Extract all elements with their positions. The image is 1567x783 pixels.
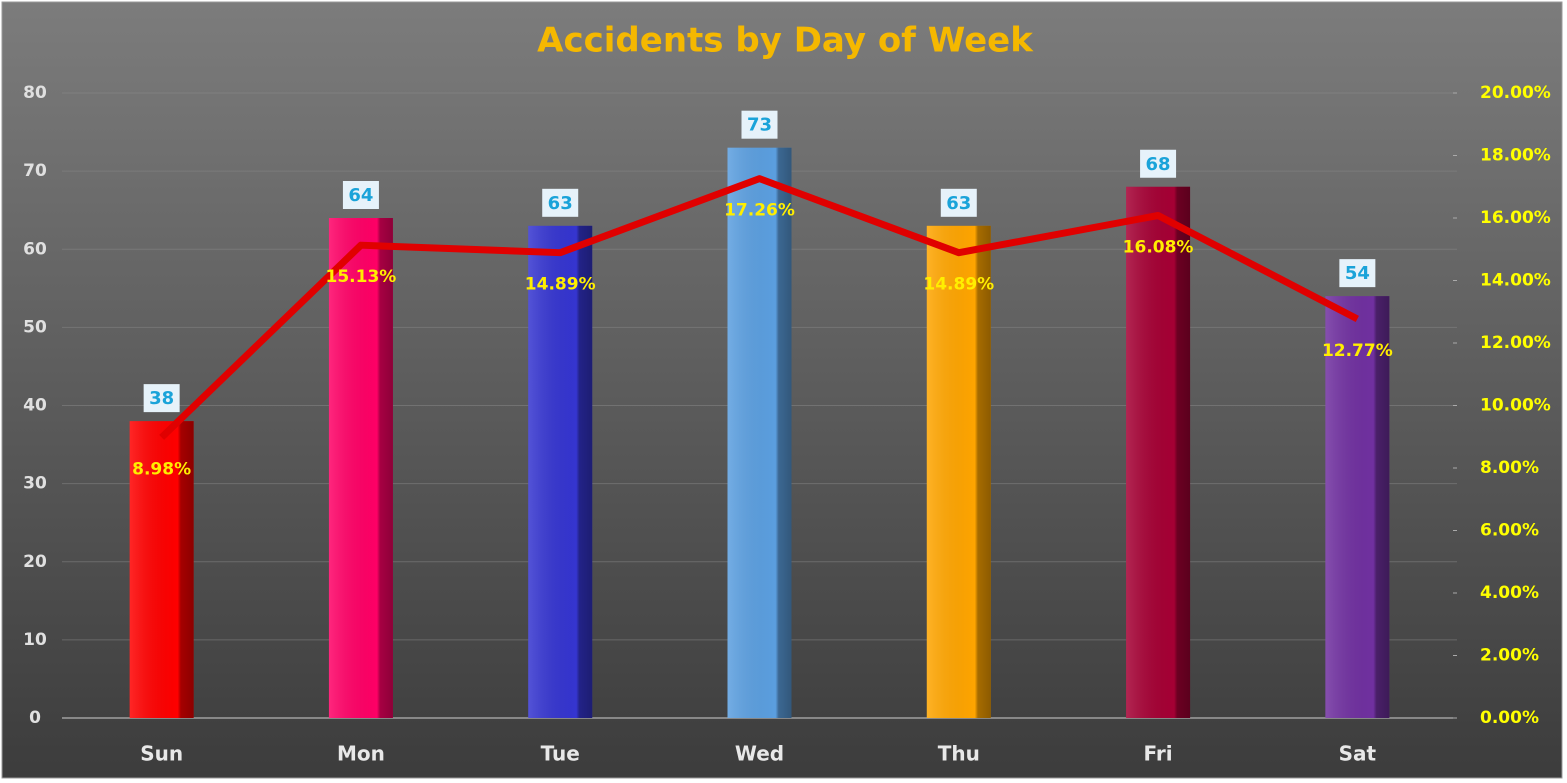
data-label-box <box>1140 149 1177 178</box>
data-label-box <box>542 188 579 217</box>
y2-tick-label: 0.00% <box>1480 708 1539 728</box>
y-tick-label: 10 <box>23 630 47 650</box>
y-tick-label: 30 <box>23 474 47 494</box>
x-tick-label: Mon <box>337 742 385 766</box>
bar-shade <box>1126 186 1191 718</box>
line-data-label: 17.26% <box>724 201 795 221</box>
line <box>159 175 1359 440</box>
data-label: 63 <box>946 193 971 214</box>
data-label: 38 <box>149 388 174 409</box>
bar-shade <box>129 421 194 718</box>
bar-shade <box>328 218 393 718</box>
line-data-label: 14.89% <box>525 275 596 295</box>
data-label: 68 <box>1146 154 1171 175</box>
y2-tick-label: 2.00% <box>1480 646 1539 666</box>
data-label-box <box>143 384 180 413</box>
y2-tick-label: 20.00% <box>1480 83 1551 103</box>
x-tick-label: Wed <box>735 742 784 766</box>
line-data-label: 15.13% <box>326 267 397 287</box>
y-tick-label: 20 <box>23 552 47 572</box>
chart-title: Accidents by Day of Week <box>537 21 1034 61</box>
y2-tick-label: 4.00% <box>1480 583 1539 603</box>
y2-tick-label: 6.00% <box>1480 521 1539 541</box>
data-label-box <box>1339 259 1376 288</box>
x-tick-label: Thu <box>938 742 980 766</box>
data-label-box <box>940 188 977 217</box>
y-tick-label: 40 <box>23 396 47 416</box>
x-tick-label: Sun <box>140 742 183 766</box>
data-label: 63 <box>548 193 573 214</box>
y-tick-label: 80 <box>23 83 47 103</box>
y2-tick-label: 10.00% <box>1480 396 1551 416</box>
data-label: 54 <box>1345 263 1370 284</box>
line-data-label: 14.89% <box>923 275 994 295</box>
x-tick-label: Fri <box>1144 742 1173 766</box>
data-label-box <box>741 110 778 139</box>
x-tick-label: Sat <box>1339 742 1377 766</box>
line-data-label: 8.98% <box>132 459 191 479</box>
x-tick-label: Tue <box>541 742 580 766</box>
y-tick-label: 60 <box>23 239 47 259</box>
data-label: 64 <box>348 185 373 206</box>
y-tick-label: 50 <box>23 317 47 337</box>
y2-tick-label: 12.00% <box>1480 333 1551 353</box>
bar-shade <box>727 147 792 718</box>
y2-tick-label: 18.00% <box>1480 146 1551 166</box>
line-data-label: 12.77% <box>1322 341 1393 361</box>
bar-shade <box>926 225 991 718</box>
bar-shade <box>1325 296 1390 718</box>
y2-tick-label: 14.00% <box>1480 271 1551 291</box>
data-label-box <box>342 181 379 209</box>
y-tick-label: 0 <box>29 708 41 728</box>
y2-tick-label: 16.00% <box>1480 208 1551 228</box>
y2-tick-label: 8.00% <box>1480 458 1539 478</box>
line-data-label: 16.08% <box>1123 238 1194 258</box>
y-tick-label: 70 <box>23 161 47 181</box>
bar-shade <box>528 225 593 718</box>
data-label: 73 <box>747 115 772 136</box>
